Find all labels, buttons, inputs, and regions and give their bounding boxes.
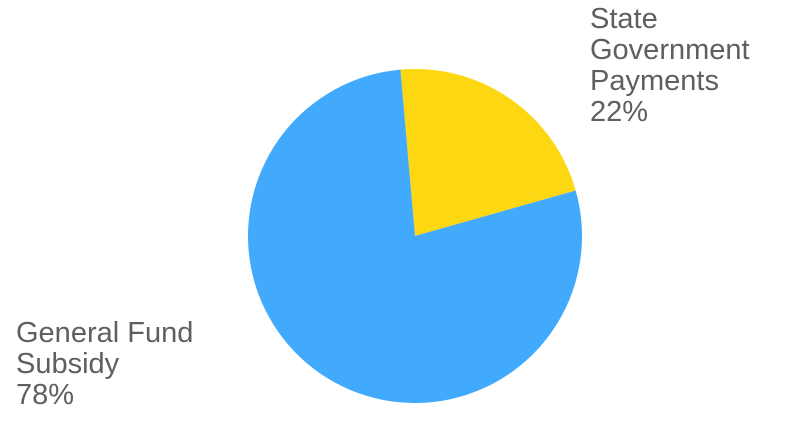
pie-slice-state-government-payments bbox=[400, 69, 576, 237]
slice-label-line: Payments bbox=[590, 65, 719, 97]
slice-label-line: Subsidy bbox=[16, 348, 120, 380]
slice-label-line: General Fund bbox=[16, 317, 194, 349]
slice-percent-label: 78% bbox=[16, 379, 75, 411]
slice-percent-label: 22% bbox=[590, 96, 649, 128]
slice-label-line: Government bbox=[590, 34, 750, 66]
pie-slice-general-fund-subsidy bbox=[248, 69, 583, 404]
slice-label-state-government-payments: State Government Payments 22% bbox=[590, 4, 750, 128]
slice-label-general-fund-subsidy: General Fund Subsidy 78% bbox=[16, 318, 193, 411]
slice-label-line: State bbox=[590, 3, 658, 35]
